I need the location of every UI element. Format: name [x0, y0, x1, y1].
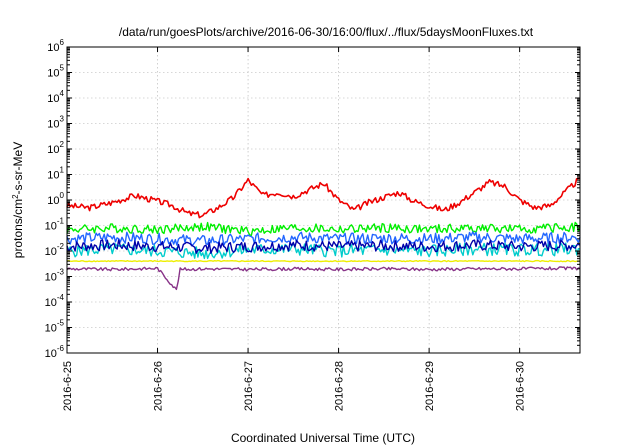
- y-axis-label-sup: 2: [11, 194, 20, 199]
- y-tick-label: 10-6: [45, 344, 65, 360]
- series-line-4: [66, 231, 581, 247]
- x-axis-label: Coordinated Universal Time (UTC): [231, 431, 415, 445]
- x-tick-label: 2016-6-25: [62, 361, 74, 411]
- series-line-3: [66, 242, 581, 260]
- series-line-6: [66, 259, 580, 263]
- series-lines: [66, 177, 581, 291]
- series-line-2: [66, 221, 581, 237]
- series-line-5: [66, 239, 581, 255]
- y-tick-label: 10-2: [45, 242, 65, 258]
- x-tick-label: 2016-6-28: [334, 361, 346, 411]
- x-tick-label: 2016-6-30: [515, 361, 527, 411]
- plot-frame: [66, 46, 581, 354]
- y-tick-label: 10-5: [45, 319, 65, 335]
- y-tick-label: 10-1: [45, 217, 65, 233]
- y-tick-label: 100: [47, 191, 64, 207]
- y-tick-label: 10-3: [45, 268, 65, 284]
- y-axis-label-pre: protons/cm: [11, 199, 25, 258]
- x-tick-label: 2016-6-27: [243, 361, 255, 411]
- y-axis-label-post: -s-sr-MeV: [11, 142, 25, 195]
- y-tick-label: 106: [47, 38, 64, 54]
- x-tick-label: 2016-6-26: [153, 361, 165, 411]
- chart-title: /data/run/goesPlots/archive/2016-06-30/1…: [119, 25, 534, 39]
- y-axis-label: protons/cm2-s-sr-MeV: [11, 142, 26, 258]
- y-tick-label: 103: [47, 115, 64, 131]
- y-tick-label: 102: [47, 140, 64, 156]
- y-tick-label: 101: [47, 166, 64, 182]
- y-tick-label: 105: [47, 64, 64, 80]
- grid-lines: [66, 46, 580, 354]
- y-tick-label: 104: [47, 89, 64, 105]
- axis-ticks: 10-6 10-5 10-4 10-3 10-2 10-1 100 101 102 103 104 1…: [45, 38, 580, 411]
- series-line-7: [66, 266, 581, 291]
- x-tick-label: 2016-6-29: [424, 361, 436, 411]
- series-line-1: [66, 177, 581, 219]
- y-tick-label: 10-4: [45, 293, 65, 309]
